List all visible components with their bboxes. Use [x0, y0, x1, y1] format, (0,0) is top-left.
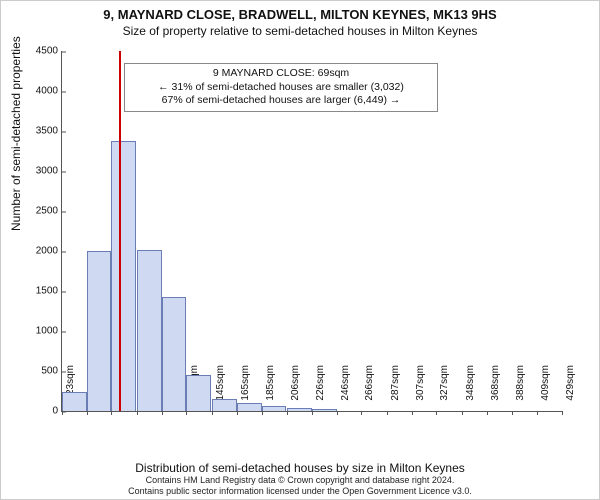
x-tick: 266sqm — [364, 365, 375, 415]
x-tick-mark — [562, 411, 563, 415]
x-tick-mark — [361, 411, 362, 415]
histogram-bar — [312, 409, 337, 411]
histogram-bar — [237, 403, 262, 411]
histogram-bar — [137, 250, 162, 411]
x-tick: 429sqm — [565, 365, 576, 415]
x-tick-mark — [462, 411, 463, 415]
x-tick-mark — [537, 411, 538, 415]
histogram-bar — [62, 392, 87, 411]
histogram-bar — [212, 399, 237, 411]
x-tick-mark — [512, 411, 513, 415]
histogram-chart: 9 MAYNARD CLOSE: 69sqm ← 31% of semi-det… — [61, 51, 562, 412]
y-tick: 2500 — [36, 206, 62, 217]
x-tick: 327sqm — [439, 365, 450, 415]
x-tick-mark — [237, 411, 238, 415]
histogram-bar — [287, 408, 312, 411]
x-tick: 348sqm — [465, 365, 476, 415]
annotation-line-2: ← 31% of semi-detached houses are smalle… — [131, 81, 431, 95]
x-axis-label: Distribution of semi-detached houses by … — [1, 461, 599, 475]
x-tick: 287sqm — [390, 365, 401, 415]
footnote: Contains HM Land Registry data © Crown c… — [1, 475, 599, 497]
histogram-bar — [87, 251, 112, 411]
y-tick: 1000 — [36, 326, 62, 337]
footnote-line-2: Contains public sector information licen… — [1, 486, 599, 497]
x-tick-mark — [162, 411, 163, 415]
x-tick-mark — [287, 411, 288, 415]
x-tick-mark — [337, 411, 338, 415]
x-tick-mark — [87, 411, 88, 415]
x-tick-mark — [262, 411, 263, 415]
x-tick-mark — [436, 411, 437, 415]
x-tick: 246sqm — [340, 365, 351, 415]
histogram-bar — [111, 141, 136, 411]
histogram-bar — [262, 406, 287, 411]
annotation-line-1: 9 MAYNARD CLOSE: 69sqm — [131, 67, 431, 81]
y-tick: 2000 — [36, 246, 62, 257]
x-tick-mark — [312, 411, 313, 415]
x-tick: 388sqm — [515, 365, 526, 415]
x-tick-mark — [212, 411, 213, 415]
x-tick: 409sqm — [540, 365, 551, 415]
x-tick-mark — [111, 411, 112, 415]
y-tick: 1500 — [36, 286, 62, 297]
y-tick: 4000 — [36, 86, 62, 97]
histogram-bar — [186, 375, 211, 411]
y-tick: 500 — [41, 366, 62, 377]
footnote-line-1: Contains HM Land Registry data © Crown c… — [1, 475, 599, 486]
y-tick: 4500 — [36, 46, 62, 57]
y-axis-label: Number of semi-detached properties — [9, 36, 23, 231]
annotation-line-3: 67% of semi-detached houses are larger (… — [131, 94, 431, 108]
y-tick: 3000 — [36, 166, 62, 177]
x-tick-mark — [186, 411, 187, 415]
page-title: 9, MAYNARD CLOSE, BRADWELL, MILTON KEYNE… — [1, 1, 599, 22]
x-tick-mark — [387, 411, 388, 415]
x-tick-mark — [137, 411, 138, 415]
y-tick: 3500 — [36, 126, 62, 137]
x-tick-mark — [412, 411, 413, 415]
x-tick-mark — [487, 411, 488, 415]
reference-line — [119, 51, 121, 411]
x-tick: 368sqm — [490, 365, 501, 415]
x-tick-mark — [62, 411, 63, 415]
x-tick: 307sqm — [415, 365, 426, 415]
x-tick: 226sqm — [315, 365, 326, 415]
histogram-bar — [162, 297, 187, 411]
annotation-box: 9 MAYNARD CLOSE: 69sqm ← 31% of semi-det… — [124, 63, 438, 112]
page-subtitle: Size of property relative to semi-detach… — [1, 22, 599, 38]
y-tick: 0 — [52, 406, 62, 417]
